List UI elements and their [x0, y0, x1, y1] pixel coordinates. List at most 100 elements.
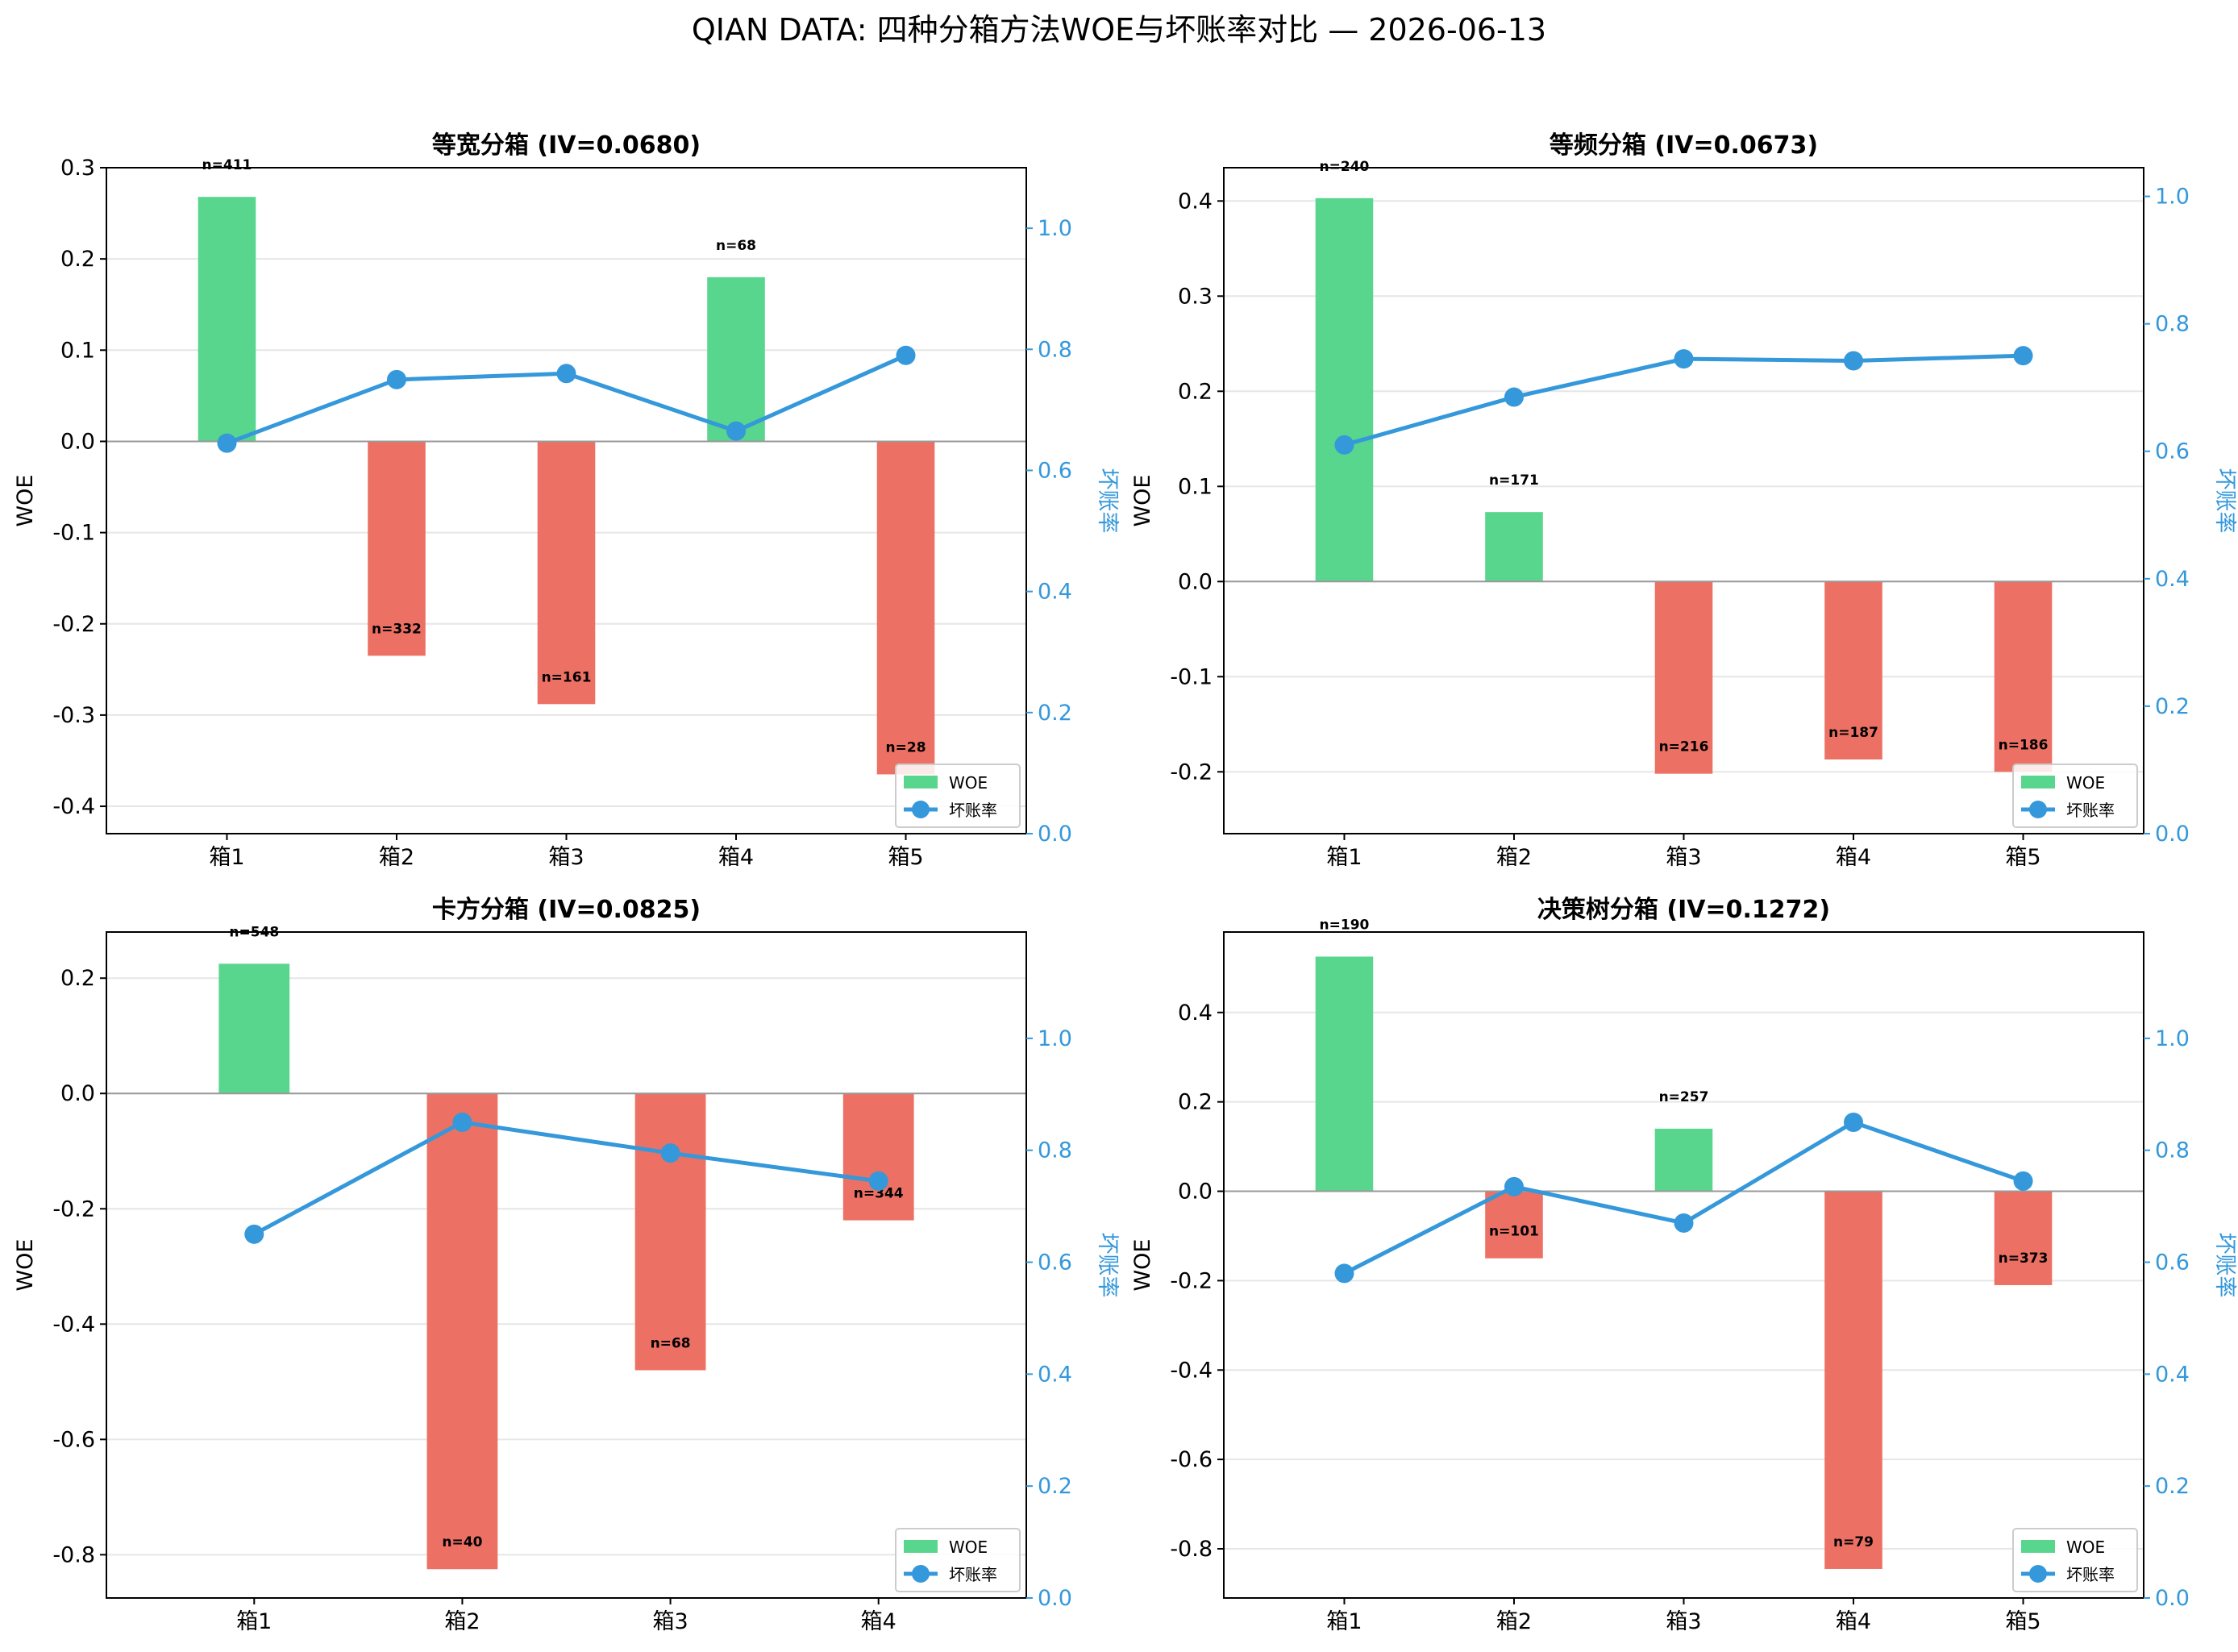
count-label: n=216: [1659, 739, 1709, 755]
y2-axis-label: 坏账率: [1095, 1233, 1120, 1298]
y2-tick-label: 0.4: [1038, 580, 1072, 605]
y-tick-label: -0.2: [52, 612, 95, 637]
bad-rate-point: [1504, 1176, 1524, 1196]
count-label: n=344: [854, 1186, 904, 1202]
y2-tick-label: 0.4: [2155, 567, 2190, 592]
y-tick-label: 0.0: [60, 429, 95, 454]
y2-tick-label: 0.0: [1038, 1586, 1072, 1611]
bad-rate-point: [2013, 346, 2033, 366]
bad-rate-point: [1674, 349, 1694, 369]
legend-label-woe: WOE: [2066, 773, 2105, 793]
y-tick-label: -0.3: [52, 703, 95, 728]
count-label: n=68: [651, 1336, 691, 1352]
legend-label-rate: 坏账率: [949, 801, 997, 820]
woe-bar: [707, 277, 765, 442]
y-tick-label: 0.2: [60, 247, 95, 272]
count-label: n=79: [1833, 1534, 1874, 1550]
legend-label-rate: 坏账率: [2066, 801, 2115, 820]
legend-label-rate: 坏账率: [949, 1565, 997, 1584]
y2-tick-label: 0.2: [2155, 694, 2190, 719]
bad-rate-point: [1504, 387, 1524, 407]
legend-marker-rate: [912, 801, 930, 818]
y2-tick-label: 0.2: [1038, 1474, 1072, 1499]
chart-title: 卡方分箱 (IV=0.0825): [432, 896, 701, 924]
y2-tick-label: 0.6: [1038, 1250, 1072, 1275]
legend-marker-rate: [2029, 1565, 2047, 1583]
y-tick-label: 0.0: [1178, 1180, 1213, 1205]
y-axis-label: WOE: [1130, 1238, 1155, 1291]
woe-bar: [1654, 581, 1713, 774]
y-tick-label: 0.1: [1178, 474, 1213, 499]
legend-label-woe: WOE: [2066, 1538, 2105, 1557]
bad-rate-point: [386, 369, 406, 389]
y-tick-label: 0.4: [1178, 1001, 1213, 1026]
panels: n=411 n=332 n=161 n=68 n=28 0.3 0.2 0.1 0.0 -0.1 -…: [13, 131, 2237, 1634]
y-tick-label: 0.2: [1178, 1090, 1213, 1115]
y-tick-label: 0.1: [60, 338, 95, 363]
y-tick-label: 0.2: [60, 966, 95, 991]
y2-tick-label: 1.0: [2155, 1026, 2190, 1051]
legend-marker-rate: [912, 1565, 930, 1583]
y2-tick-label: 0.0: [2155, 1586, 2190, 1611]
woe-bar: [426, 1093, 498, 1570]
woe-bar: [634, 1093, 706, 1371]
y-tick-label: -0.6: [1170, 1447, 1213, 1472]
y-tick-label: -0.1: [52, 521, 95, 546]
y2-tick-label: 0.6: [2155, 1250, 2190, 1275]
y-tick-label: -0.1: [1170, 664, 1213, 689]
y-tick-label: -0.2: [52, 1196, 95, 1221]
woe-bar: [1654, 1128, 1713, 1192]
y-tick-label: -0.8: [1170, 1537, 1213, 1562]
woe-bar: [1315, 956, 1374, 1192]
woe-bar: [1315, 198, 1374, 582]
figure-suptitle: QIAN DATA: 四种分箱方法WOE与坏账率对比 — 2026-06-13: [692, 12, 1546, 48]
bad-rate-point: [896, 345, 916, 365]
legend-swatch-woe: [2021, 776, 2055, 789]
bad-rate-point: [1674, 1213, 1694, 1233]
count-label: n=332: [372, 621, 422, 637]
y2-axis-label: 坏账率: [1095, 468, 1120, 534]
x-tick-label: 箱5: [2005, 845, 2040, 870]
y-axis-label: WOE: [13, 474, 38, 526]
y2-tick-label: 0.6: [2155, 439, 2190, 464]
legend-swatch-woe: [2021, 1540, 2055, 1553]
x-tick-label: 箱2: [1496, 845, 1532, 870]
bad-rate-point: [217, 433, 237, 453]
x-tick-label: 箱1: [236, 1609, 272, 1634]
count-label: n=257: [1659, 1089, 1709, 1105]
legend-swatch-woe: [904, 776, 938, 789]
legend-marker-rate: [2029, 801, 2047, 818]
chart-panel-4: n=190 n=101 n=257 n=79 n=373 0.4 0.2 0.0 -0.2 -0.…: [1130, 896, 2237, 1634]
y2-tick-label: 0.8: [2155, 312, 2190, 337]
woe-bar: [1994, 581, 2053, 772]
x-tick-label: 箱3: [1666, 1609, 1701, 1634]
y2-axis-label: 坏账率: [2212, 468, 2237, 534]
bad-rate-point: [556, 364, 576, 384]
y-tick-label: -0.8: [52, 1542, 95, 1567]
x-tick-label: 箱3: [652, 1609, 688, 1634]
y-tick-label: -0.4: [52, 794, 95, 819]
bad-rate-line: [253, 1120, 880, 1237]
y-axis-label: WOE: [1130, 474, 1155, 526]
y2-tick-label: 0.4: [1038, 1362, 1072, 1387]
y-tick-label: -0.6: [52, 1427, 95, 1452]
bad-rate-point: [244, 1224, 264, 1244]
count-label: n=190: [1320, 917, 1370, 933]
bad-rate-point: [1334, 435, 1354, 455]
x-tick-label: 箱5: [888, 845, 923, 870]
y-tick-label: -0.4: [1170, 1358, 1213, 1383]
legend-label-rate: 坏账率: [2066, 1565, 2115, 1584]
y2-tick-label: 0.4: [2155, 1362, 2190, 1387]
chart-panel-1: n=411 n=332 n=161 n=68 n=28 0.3 0.2 0.1 0.0 -0.1 -…: [13, 131, 1120, 870]
bad-rate-point: [1334, 1263, 1354, 1284]
y2-tick-label: 0.0: [2155, 822, 2190, 847]
y2-tick-label: 0.0: [1038, 822, 1072, 847]
axes-frame: [106, 931, 1027, 1599]
y2-tick-label: 1.0: [2155, 185, 2190, 210]
woe-bar: [198, 197, 256, 442]
y-tick-label: 0.3: [1178, 284, 1213, 309]
count-label: n=28: [886, 739, 926, 755]
y2-tick-label: 0.2: [1038, 701, 1072, 726]
